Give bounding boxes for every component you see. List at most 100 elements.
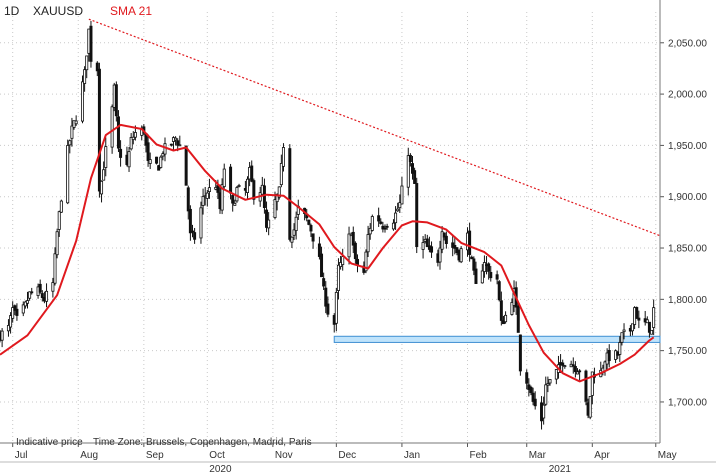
candle-body xyxy=(95,62,99,72)
candle-body xyxy=(97,68,101,192)
candle-body xyxy=(394,212,398,224)
candle-body xyxy=(45,290,49,302)
candle-body xyxy=(290,236,294,243)
candle-body xyxy=(38,283,42,293)
candle-body xyxy=(324,287,328,307)
candle-body xyxy=(9,315,13,328)
candle-body xyxy=(472,258,476,271)
candle-body xyxy=(425,238,429,248)
candle-body xyxy=(379,221,383,224)
price-type-note: Indicative price xyxy=(16,437,83,448)
candle-body xyxy=(159,156,163,168)
candle-body xyxy=(351,231,355,246)
candle-body xyxy=(470,256,474,260)
candle-body xyxy=(15,308,19,316)
candle-body xyxy=(442,232,446,238)
candle-body xyxy=(114,84,118,117)
candle-body xyxy=(588,396,592,418)
candle-body xyxy=(116,116,120,149)
candle-body xyxy=(102,169,106,181)
candle-body xyxy=(482,262,486,272)
candle-body xyxy=(542,404,546,419)
candle-body xyxy=(548,379,552,384)
candle-body xyxy=(421,242,425,250)
candle-body xyxy=(501,320,505,325)
candle-body xyxy=(190,230,194,233)
candle-body xyxy=(104,146,108,168)
y-tick-label: 1,700.00 xyxy=(668,397,707,408)
candle-body xyxy=(155,156,159,164)
candle-body xyxy=(647,321,651,333)
candle-body xyxy=(622,329,626,333)
candle-body xyxy=(635,307,639,319)
y-tick-label: 1,850.00 xyxy=(668,244,707,255)
candle-body xyxy=(381,225,385,230)
candle-body xyxy=(546,383,550,386)
interval-label: 1D xyxy=(4,4,20,18)
candle-body xyxy=(518,334,522,372)
candle-body xyxy=(250,165,254,182)
candle-body xyxy=(410,163,414,174)
candle-body xyxy=(398,202,402,209)
candle-body xyxy=(131,136,135,140)
candle-body xyxy=(353,242,357,260)
candle-body xyxy=(383,227,387,230)
candle-body xyxy=(100,180,104,195)
support-zone xyxy=(333,335,661,343)
candle-body xyxy=(70,125,74,139)
candle-body xyxy=(440,231,444,250)
candle-body xyxy=(267,219,271,229)
x-month-label: May xyxy=(658,450,677,461)
candle-body xyxy=(292,229,296,236)
candle-body xyxy=(637,317,641,321)
candle-body xyxy=(119,148,123,158)
candle-body xyxy=(216,185,220,193)
candle-body xyxy=(245,178,249,193)
candle-body xyxy=(516,305,520,333)
candle-body xyxy=(444,235,448,244)
candle-body xyxy=(311,233,315,242)
candle-body xyxy=(391,222,395,230)
candle-body xyxy=(499,300,503,321)
y-tick-label: 1,800.00 xyxy=(668,295,707,306)
candle-body xyxy=(396,208,400,212)
candle-body xyxy=(341,256,345,265)
candle-body xyxy=(525,372,529,384)
candle-body xyxy=(129,137,133,150)
candle-body xyxy=(307,219,311,225)
candle-body xyxy=(186,187,190,212)
candle-body xyxy=(110,106,114,148)
x-month-label: Oct xyxy=(209,450,225,461)
candle-body xyxy=(334,292,338,324)
x-month-label: Mar xyxy=(529,450,547,461)
candle-body xyxy=(233,202,237,206)
candle-body xyxy=(28,291,32,299)
candle-body xyxy=(309,225,313,232)
candle-body xyxy=(370,216,374,231)
candle-body xyxy=(279,163,283,186)
x-year-label: 2020 xyxy=(209,464,232,475)
candle-body xyxy=(645,319,649,324)
candle-body xyxy=(169,143,173,146)
resistance-trendline xyxy=(88,18,661,237)
candle-body xyxy=(573,366,577,373)
x-month-label: Apr xyxy=(594,450,610,461)
x-month-label: Jan xyxy=(404,450,420,461)
candle-body xyxy=(133,132,137,138)
candle-body xyxy=(561,362,565,366)
candle-body xyxy=(578,370,582,373)
candle-body xyxy=(459,248,463,263)
y-tick-label: 2,000.00 xyxy=(668,90,707,101)
candle-body xyxy=(529,386,533,393)
candle-body xyxy=(368,227,372,235)
candle-body xyxy=(584,370,588,402)
candle-body xyxy=(85,55,89,71)
candle-body xyxy=(25,300,29,304)
candle-body xyxy=(199,207,203,239)
candle-body xyxy=(184,145,188,186)
candle-body xyxy=(430,246,434,253)
candle-body xyxy=(489,271,493,279)
candle-body xyxy=(6,325,10,332)
candle-body xyxy=(336,264,340,291)
